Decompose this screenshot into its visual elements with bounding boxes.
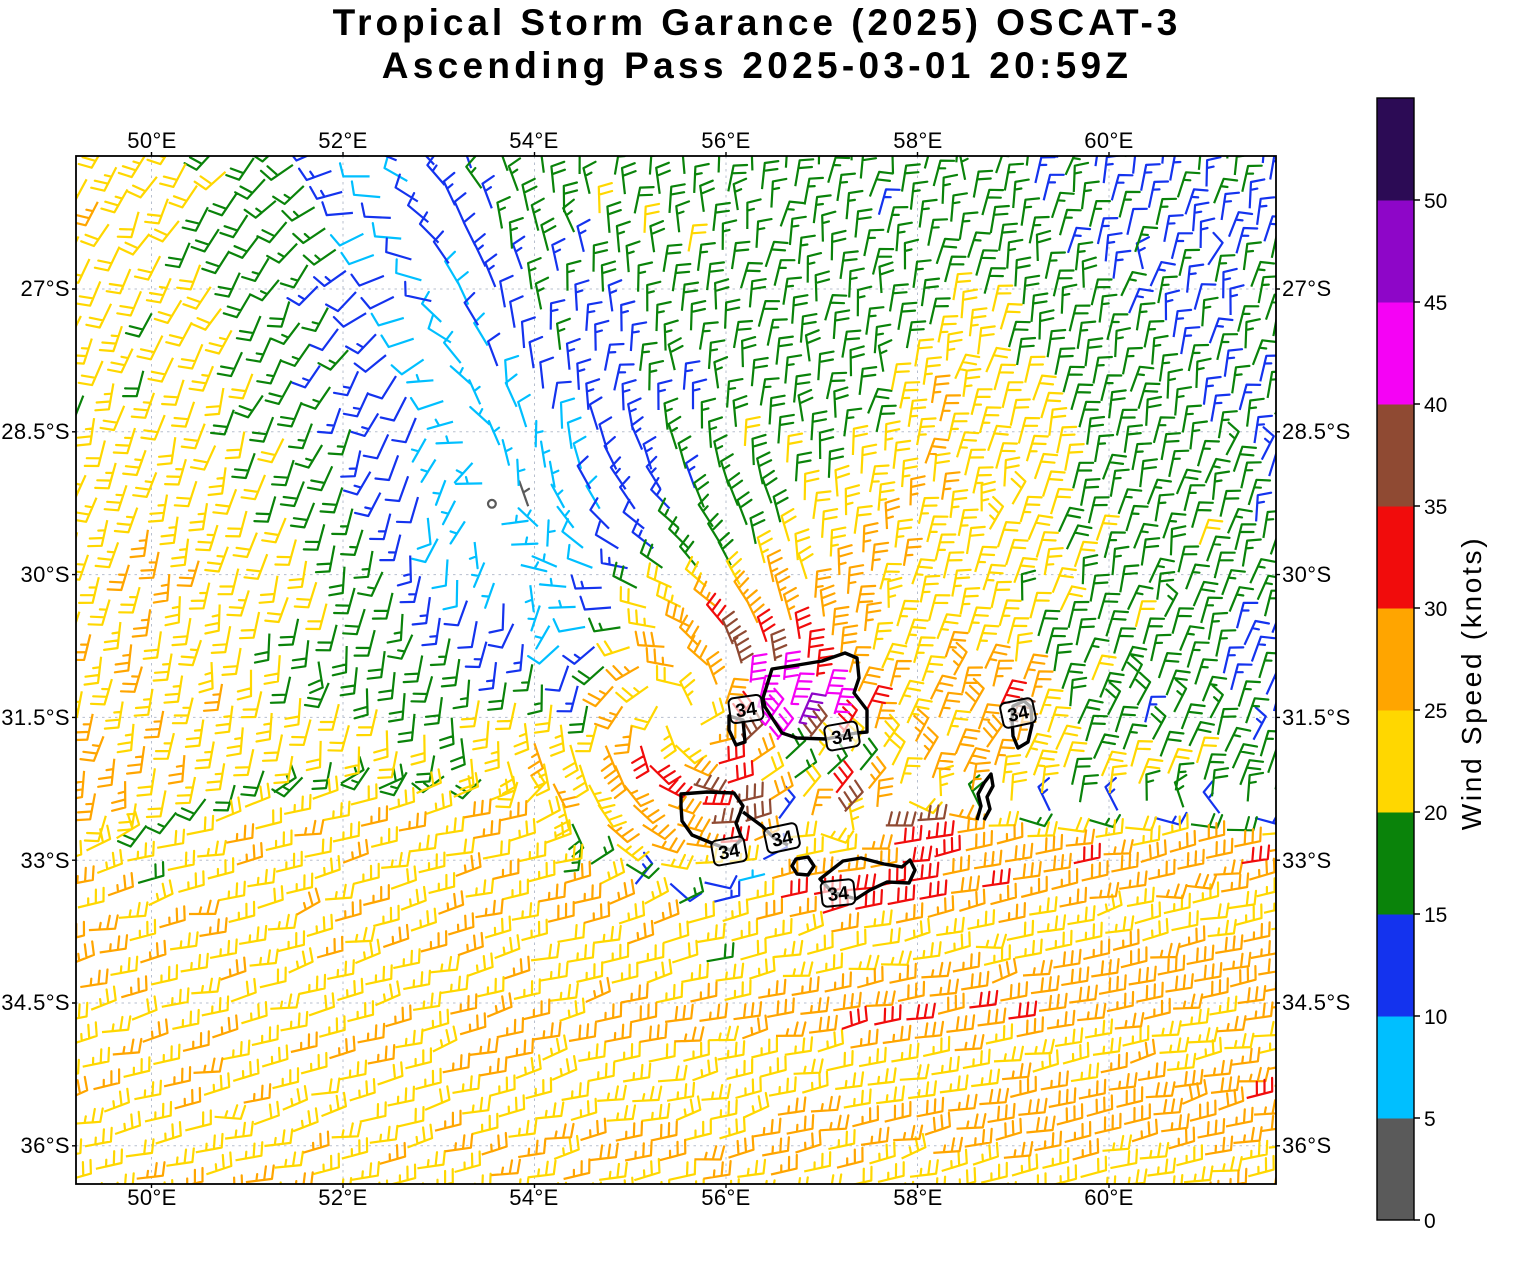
svg-text:36°S: 36°S: [20, 1133, 70, 1158]
svg-text:50°E: 50°E: [127, 1185, 177, 1210]
svg-text:34: 34: [1006, 702, 1031, 727]
svg-text:60°E: 60°E: [1084, 128, 1134, 153]
svg-text:34: 34: [830, 725, 855, 749]
svg-text:40: 40: [1424, 394, 1447, 417]
svg-text:27°S: 27°S: [1282, 276, 1332, 301]
svg-text:34: 34: [827, 883, 851, 906]
svg-text:20: 20: [1424, 802, 1447, 825]
svg-text:0: 0: [1424, 1210, 1436, 1233]
svg-text:54°E: 54°E: [509, 128, 559, 153]
svg-text:50°E: 50°E: [127, 128, 177, 153]
svg-text:31.5°S: 31.5°S: [1, 705, 70, 730]
svg-text:Wind Speed (knots): Wind Speed (knots): [1456, 536, 1487, 831]
svg-text:10: 10: [1424, 1006, 1447, 1029]
svg-text:Tropical Storm Garance (2025): Tropical Storm Garance (2025) OSCAT-3: [333, 2, 1182, 43]
svg-text:28.5°S: 28.5°S: [1282, 419, 1351, 444]
svg-text:60°E: 60°E: [1084, 1185, 1134, 1210]
svg-text:52°E: 52°E: [318, 1185, 368, 1210]
svg-text:28.5°S: 28.5°S: [1, 419, 70, 444]
svg-text:34: 34: [734, 699, 758, 723]
svg-text:54°E: 54°E: [509, 1185, 559, 1210]
svg-text:33°S: 33°S: [1282, 848, 1332, 873]
svg-text:5: 5: [1424, 1108, 1436, 1131]
svg-text:34: 34: [717, 840, 742, 864]
svg-text:Ascending Pass 2025-03-01 20:5: Ascending Pass 2025-03-01 20:59Z: [382, 45, 1132, 86]
svg-text:58°E: 58°E: [893, 1185, 943, 1210]
svg-text:34.5°S: 34.5°S: [1282, 990, 1351, 1015]
svg-text:31.5°S: 31.5°S: [1282, 705, 1351, 730]
svg-text:27°S: 27°S: [20, 276, 70, 301]
svg-text:15: 15: [1424, 904, 1447, 927]
svg-text:30°S: 30°S: [1282, 562, 1332, 587]
svg-text:52°E: 52°E: [318, 128, 368, 153]
svg-text:30°S: 30°S: [20, 562, 70, 587]
svg-text:34.5°S: 34.5°S: [1, 990, 70, 1015]
svg-text:58°E: 58°E: [893, 128, 943, 153]
svg-text:30: 30: [1424, 598, 1447, 621]
svg-text:33°S: 33°S: [20, 848, 70, 873]
svg-text:36°S: 36°S: [1282, 1133, 1332, 1158]
svg-text:56°E: 56°E: [701, 128, 751, 153]
svg-text:50: 50: [1424, 190, 1447, 213]
svg-text:35: 35: [1424, 496, 1447, 519]
svg-text:56°E: 56°E: [701, 1185, 751, 1210]
svg-text:34: 34: [770, 827, 795, 852]
svg-text:45: 45: [1424, 292, 1447, 315]
svg-text:25: 25: [1424, 700, 1447, 723]
